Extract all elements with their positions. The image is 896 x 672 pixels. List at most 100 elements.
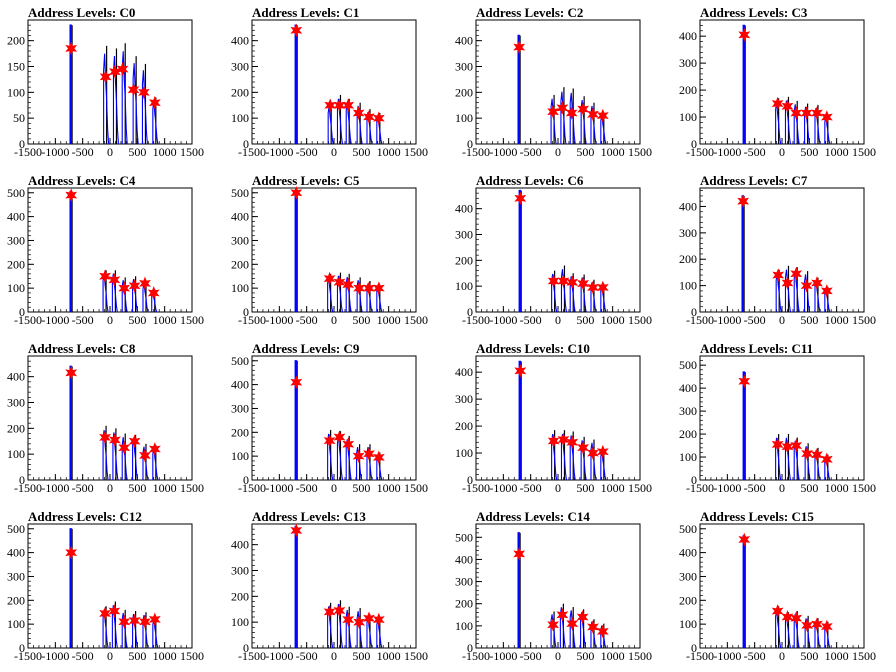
peak-marker [566,616,579,631]
histogram-panel: Address Levels: C12 0 100 200 300 400 500 -1500… [0,504,224,672]
y-tick-label: 100 [231,615,249,629]
histogram-svg: Address Levels: C8 0 100 200 300 400 -1500 -100… [7,341,204,495]
x-tick-label: 500 [128,145,146,159]
x-tick-label: -1500 [686,649,714,663]
peak-marker [352,449,365,463]
x-tick-label: 500 [128,313,146,327]
peak-marker [127,82,140,97]
x-tick-label: 500 [576,313,594,327]
x-tick-label: -1000 [713,145,741,159]
peak-marker [352,106,365,120]
x-tick-label: -1500 [462,313,490,327]
x-tick-label: 0 [555,145,561,159]
histogram-bin [784,615,792,649]
x-tick-label: 500 [352,649,370,663]
chart-title: Address Levels: C12 [28,509,142,524]
y-tick-label: 200 [455,253,473,267]
y-tick-label: 400 [455,365,473,379]
x-tick-label: -500 [520,481,542,495]
peak-marker [342,612,355,627]
peak-marker [587,446,599,460]
chart-title: Address Levels: C13 [252,509,366,524]
x-tick-label: 500 [128,649,146,663]
x-tick-label: 500 [576,649,594,663]
peak-marker [372,612,385,627]
y-tick-label: 0 [467,473,473,487]
peak-marker [372,111,385,125]
peak-marker [514,364,527,378]
peak-marker [139,276,151,291]
peak-marker [128,613,141,628]
y-tick-label: 200 [679,427,697,441]
y-tick-label: 50 [13,111,25,125]
chart-title: Address Levels: C4 [28,173,136,188]
y-tick-label: 200 [7,593,25,607]
y-tick-label: 300 [231,401,249,415]
x-tick-label: 0 [555,313,561,327]
histogram-bin [69,24,72,144]
peak-marker [556,101,569,115]
x-tick-label: 1500 [852,145,876,159]
chart-title: Address Levels: C11 [700,341,813,356]
y-tick-label: 200 [679,83,697,97]
x-tick-label: 500 [128,481,146,495]
peak-marker [513,40,526,54]
peak-marker [557,274,570,288]
histogram-svg: Address Levels: C0 0 50 100 150 200 -1500 -1000… [7,5,204,159]
x-tick-label: -1500 [14,481,42,495]
peak-marker [790,438,803,453]
y-tick-label: 100 [231,111,249,125]
peak-marker [547,274,560,288]
x-tick-label: -500 [520,649,542,663]
x-tick-label: 1500 [404,649,428,663]
y-tick-label: 200 [679,593,697,607]
x-tick-label: 1000 [153,145,177,159]
x-tick-label: -1500 [686,313,714,327]
x-tick-label: 1000 [377,313,401,327]
peak-marker [333,430,346,444]
x-tick-label: 1000 [153,313,177,327]
peak-marker [781,276,794,290]
peak-marker [139,448,151,463]
peak-marker [128,278,141,293]
chart-title: Address Levels: C2 [476,5,583,20]
peak-marker [65,365,78,380]
histogram-svg: Address Levels: C40100200300400500-1500-… [7,173,204,327]
peak-marker [587,107,599,122]
x-tick-label: -1500 [238,649,266,663]
peak-marker [811,106,823,120]
x-tick-label: -1000 [265,649,293,663]
peak-marker [363,611,375,626]
peak-marker [820,284,833,298]
y-tick-label: 300 [679,56,697,70]
y-tick-label: 100 [231,449,249,463]
x-tick-label: 0 [107,481,113,495]
histogram-bin [142,283,149,313]
x-tick-label: -1000 [265,145,293,159]
x-tick-label: 1500 [404,145,428,159]
x-tick-label: 0 [331,313,337,327]
peak-marker [116,62,129,76]
plot-frame [699,187,865,313]
y-tick-label: 0 [691,137,697,151]
x-tick-label: -500 [744,481,766,495]
x-tick-label: -500 [744,313,766,327]
x-tick-label: -1000 [713,481,741,495]
chart-title: Address Levels: C3 [700,5,808,20]
peak-marker [547,104,559,119]
y-tick-label: 300 [7,396,25,410]
histogram-bin [742,535,745,648]
x-tick-label: -1500 [462,649,490,663]
peak-marker [738,532,751,547]
y-tick-label: 200 [455,597,473,611]
histogram-bin [793,270,800,313]
peak-marker [738,374,751,389]
histogram-bin [518,189,521,312]
peak-marker [342,277,355,292]
x-tick-label: 1000 [601,649,625,663]
y-tick-label: 200 [455,85,473,99]
y-tick-label: 400 [455,552,473,566]
peak-marker [148,442,161,456]
peak-marker [323,433,336,448]
x-tick-label: -1000 [489,481,517,495]
